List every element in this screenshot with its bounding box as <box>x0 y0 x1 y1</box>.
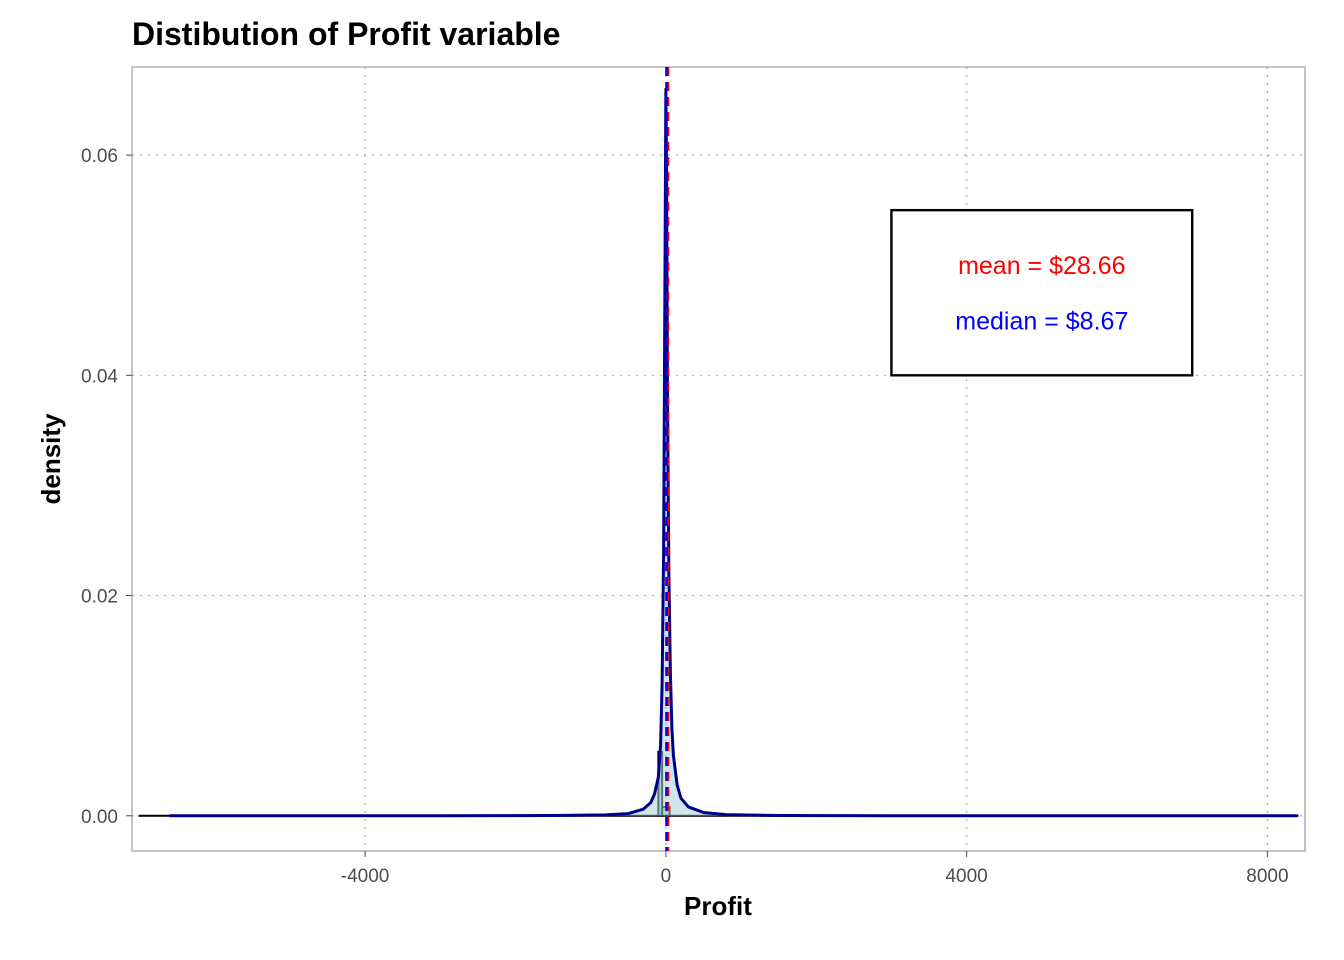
density-area <box>169 89 1298 816</box>
y-tick-label: 0.04 <box>81 366 118 387</box>
x-tick-label: -4000 <box>341 866 390 887</box>
x-tick-label: 4000 <box>945 866 987 887</box>
y-tick-label: 0.00 <box>81 807 118 828</box>
plot-border <box>131 66 1306 852</box>
mean-label: mean = $28.66 <box>958 252 1126 280</box>
y-tick-label: 0.02 <box>81 587 118 608</box>
histogram <box>138 750 1299 817</box>
stats-annotation: mean = $28.66 median = $8.67 <box>890 208 1194 377</box>
reference-lines <box>665 67 670 851</box>
y-tick-label: 0.06 <box>81 146 118 167</box>
x-tick-label: 0 <box>661 866 672 887</box>
y-axis-ticks: 0.00 0.02 0.04 0.06 <box>81 146 132 828</box>
x-tick-label: 8000 <box>1246 866 1288 887</box>
median-label: median = $8.67 <box>955 307 1128 335</box>
chart-title: Distibution of Profit variable <box>132 16 560 52</box>
grid <box>132 67 1305 851</box>
x-axis-ticks: -4000 0 4000 8000 <box>341 851 1289 887</box>
density-curve <box>169 87 1298 818</box>
density-curve-group <box>169 87 1298 818</box>
annotation-box <box>890 208 1194 377</box>
x-axis-title: Profit <box>684 891 752 921</box>
y-axis-title: density <box>36 413 66 505</box>
